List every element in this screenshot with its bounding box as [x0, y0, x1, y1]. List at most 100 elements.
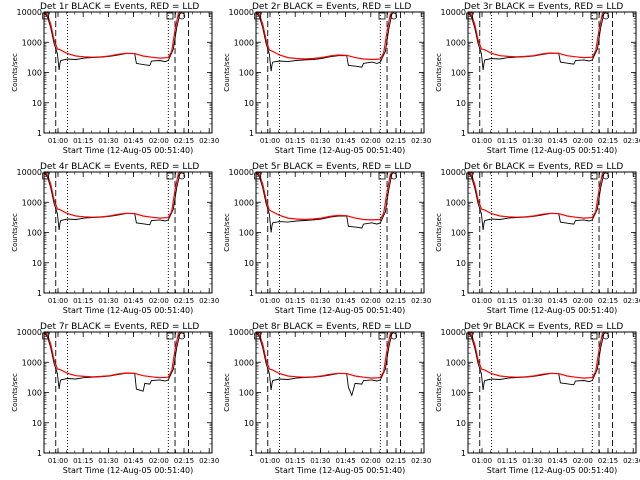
y-tick-label: 100	[451, 229, 466, 238]
y-tick-label: 10	[456, 259, 466, 268]
y-tick-label: 10000	[441, 8, 466, 17]
x-tick-label: 01:15	[73, 457, 93, 465]
x-tick-label: 02:15	[174, 457, 194, 465]
x-tick-label: 01:30	[310, 137, 330, 145]
y-tick-label: 1000	[234, 38, 254, 47]
square-marker	[378, 12, 386, 20]
lld-series-line	[44, 332, 183, 379]
detector-panel: Det 1r BLACK = Events, RED = LLD Counts/s…	[11, 2, 219, 155]
events-series-line	[44, 12, 181, 71]
x-tick-label: 01:30	[522, 297, 542, 305]
y-tick-label: 1000	[22, 358, 42, 367]
panel-title: Det 4r BLACK = Events, RED = LLD	[40, 162, 199, 172]
x-tick-label: 01:30	[310, 457, 330, 465]
square-marker	[166, 12, 174, 20]
square-marker	[42, 332, 50, 340]
y-tick-label: 1	[37, 449, 42, 458]
panel-title: Det 9r BLACK = Events, RED = LLD	[464, 322, 623, 332]
detector-panel: Det 2r BLACK = Events, RED = LLD Counts/s…	[223, 2, 431, 155]
square-marker	[166, 172, 174, 180]
x-tick-label: 01:15	[285, 297, 305, 305]
x-tick-label: 02:15	[598, 137, 618, 145]
y-axis-label: Counts/sec	[11, 53, 19, 92]
x-tick-label: 01:15	[285, 457, 305, 465]
x-tick-label: 02:00	[573, 297, 593, 305]
panel-title: Det 8r BLACK = Events, RED = LLD	[252, 322, 411, 332]
x-tick-label: 01:00	[472, 297, 492, 305]
circle-marker	[602, 12, 610, 20]
panel-title: Det 1r BLACK = Events, RED = LLD	[40, 2, 199, 12]
x-tick-label: 02:30	[623, 297, 640, 305]
x-axis-label: Start Time (12-Aug-05 00:51:40)	[275, 306, 406, 315]
x-tick-label: 01:30	[98, 137, 118, 145]
y-tick-label: 10	[456, 419, 466, 428]
square-marker	[42, 172, 50, 180]
events-series-line	[256, 332, 393, 397]
square-marker	[378, 172, 386, 180]
x-tick-label: 02:15	[174, 137, 194, 145]
circle-marker	[602, 332, 610, 340]
x-tick-label: 01:15	[497, 297, 517, 305]
x-tick-label: 02:15	[598, 297, 618, 305]
x-tick-label: 01:45	[336, 297, 356, 305]
y-tick-label: 1000	[234, 198, 254, 207]
y-tick-label: 1	[37, 129, 42, 138]
x-tick-label: 01:45	[548, 137, 568, 145]
circle-marker	[602, 172, 610, 180]
x-tick-label: 02:15	[386, 457, 406, 465]
detector-panel: Det 5r BLACK = Events, RED = LLD Counts/s…	[223, 162, 431, 315]
y-tick-label: 1000	[22, 198, 42, 207]
events-series-line	[44, 332, 181, 392]
lld-series-line	[44, 172, 183, 219]
x-tick-label: 01:30	[98, 457, 118, 465]
y-tick-label: 1000	[22, 38, 42, 47]
y-tick-label: 1000	[446, 38, 466, 47]
x-axis-label: Start Time (12-Aug-05 00:51:40)	[487, 466, 618, 475]
y-tick-label: 10000	[17, 328, 42, 337]
x-axis-label: Start Time (12-Aug-05 00:51:40)	[63, 466, 194, 475]
square-marker	[466, 332, 474, 340]
square-marker	[590, 172, 598, 180]
y-tick-label: 1	[249, 289, 254, 298]
x-tick-label: 02:30	[199, 457, 219, 465]
x-tick-label: 02:30	[199, 137, 219, 145]
y-tick-label: 1	[249, 129, 254, 138]
y-tick-label: 100	[451, 389, 466, 398]
x-axis-label: Start Time (12-Aug-05 00:51:40)	[487, 306, 618, 315]
x-tick-label: 01:00	[48, 457, 68, 465]
circle-marker	[390, 172, 398, 180]
x-tick-label: 01:45	[336, 137, 356, 145]
square-marker	[254, 172, 262, 180]
panel-title: Det 2r BLACK = Events, RED = LLD	[252, 2, 411, 12]
y-tick-label: 10000	[441, 328, 466, 337]
y-tick-label: 10	[32, 419, 42, 428]
circle-marker	[178, 172, 186, 180]
x-tick-label: 01:30	[310, 297, 330, 305]
y-tick-label: 1	[461, 289, 466, 298]
y-tick-label: 10	[456, 99, 466, 108]
detector-panel: Det 3r BLACK = Events, RED = LLD Counts/s…	[435, 2, 640, 155]
lld-series-line	[468, 332, 607, 379]
x-tick-label: 02:00	[361, 297, 381, 305]
x-tick-label: 01:30	[522, 457, 542, 465]
square-marker	[466, 12, 474, 20]
x-tick-label: 01:00	[48, 137, 68, 145]
panel-title: Det 5r BLACK = Events, RED = LLD	[252, 162, 411, 172]
y-axis-label: Counts/sec	[435, 53, 443, 92]
y-tick-label: 10	[32, 99, 42, 108]
x-tick-label: 02:15	[598, 457, 618, 465]
y-tick-label: 1000	[446, 358, 466, 367]
y-tick-label: 1000	[446, 198, 466, 207]
square-marker	[466, 172, 474, 180]
x-tick-label: 01:45	[548, 297, 568, 305]
y-axis-label: Counts/sec	[223, 373, 231, 412]
x-tick-label: 02:30	[411, 457, 431, 465]
y-tick-label: 10000	[229, 168, 254, 177]
lld-series-line	[468, 172, 607, 219]
plot-frame	[467, 11, 637, 134]
y-tick-label: 100	[27, 389, 42, 398]
y-axis-label: Counts/sec	[435, 373, 443, 412]
circle-marker	[390, 12, 398, 20]
plot-frame	[43, 331, 213, 454]
y-tick-label: 1	[461, 129, 466, 138]
